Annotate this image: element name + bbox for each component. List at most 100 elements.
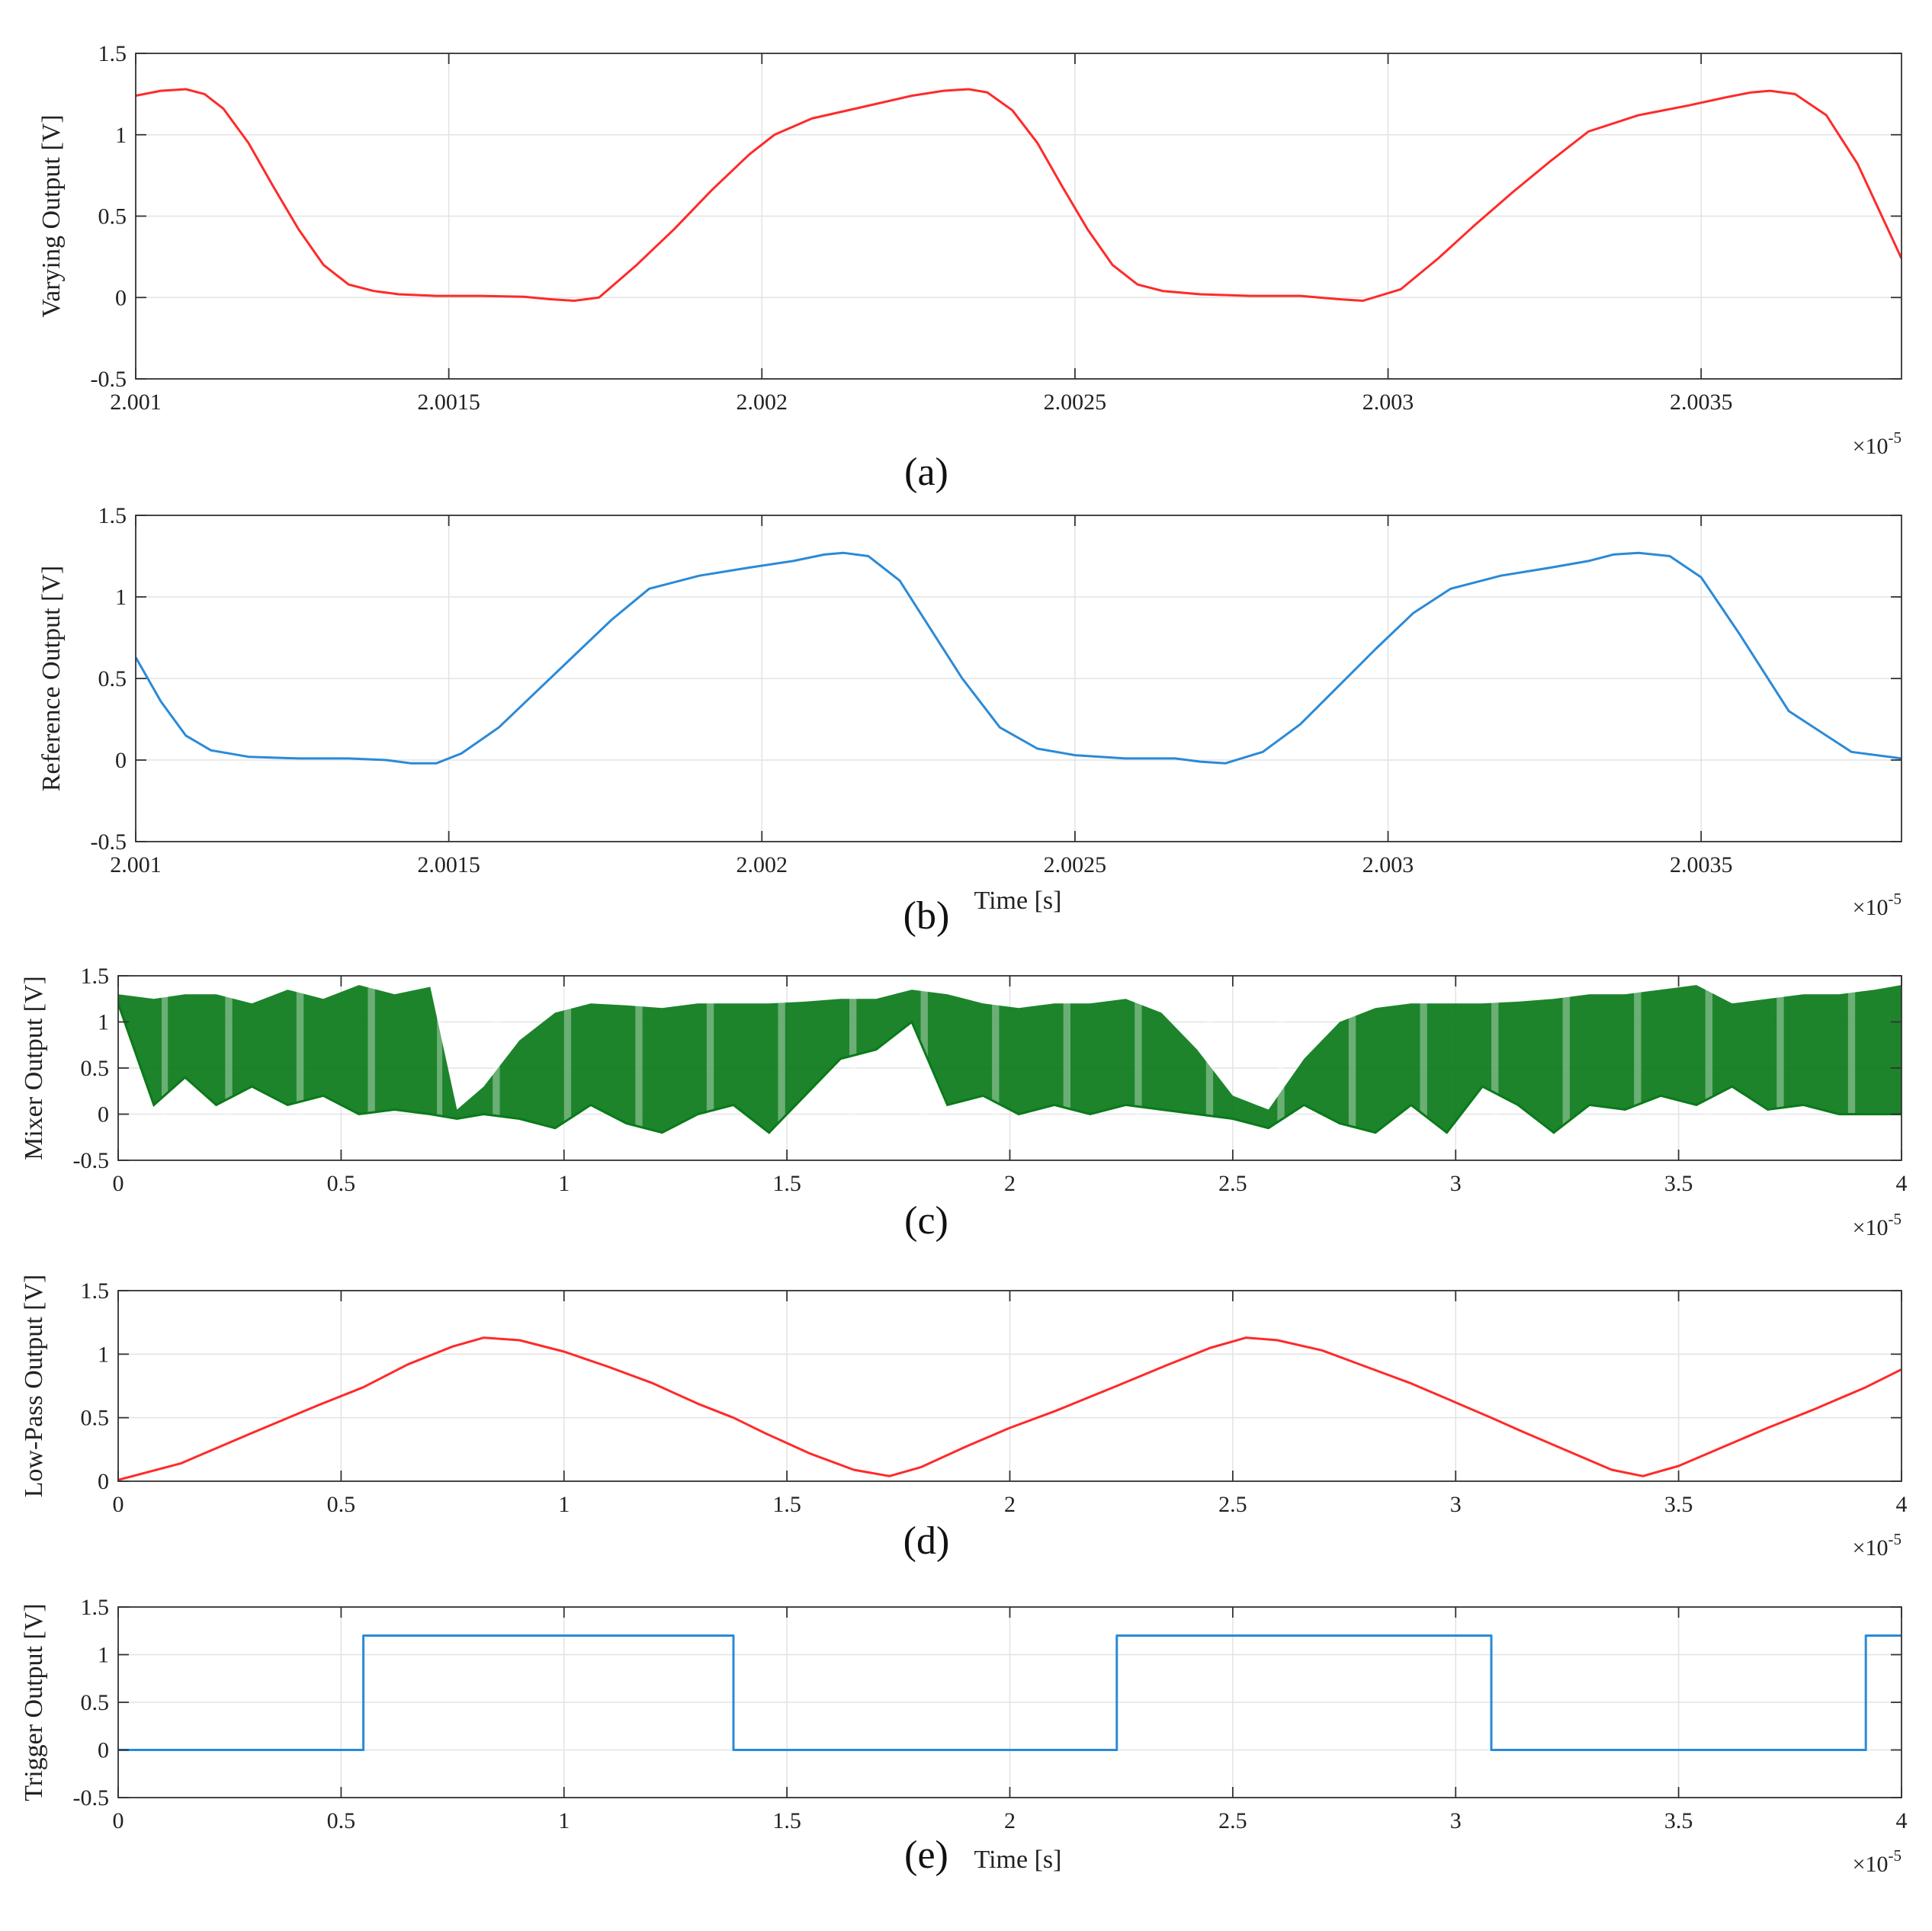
- mixer-stripe: [849, 976, 857, 1160]
- series-group: [118, 1634, 1902, 1751]
- x-tick-label: 1: [558, 1171, 570, 1196]
- x-tick-label: 3: [1450, 1808, 1462, 1833]
- y-axis-label: Trigger Output [V]: [20, 1603, 48, 1801]
- x-exponent-label: ×10-5: [1853, 1846, 1902, 1877]
- x-tick-label: 0.5: [327, 1808, 356, 1833]
- x-tick-label: 1: [558, 1492, 570, 1517]
- y-axis-label: Reference Output [V]: [37, 566, 66, 791]
- mixer-stripe: [1562, 976, 1570, 1160]
- x-tick-label: 1.5: [772, 1808, 801, 1833]
- panel-label: (e): [904, 1833, 948, 1877]
- mixer-stripe: [1776, 976, 1784, 1160]
- mixer-stripe: [1205, 976, 1214, 1160]
- series-group: [136, 551, 1902, 765]
- x-tick-label: 2: [1004, 1492, 1016, 1517]
- y-tick-label: 0.5: [81, 1690, 110, 1715]
- mixer-lower-edge: [118, 1002, 1902, 1134]
- mixer-stripe: [1705, 976, 1713, 1160]
- y-tick-label: 1.5: [98, 503, 127, 528]
- mixer-stripe: [778, 976, 785, 1160]
- y-tick-label: -0.5: [73, 1785, 110, 1811]
- x-tick-label: 2.0035: [1670, 390, 1733, 415]
- series-group: [118, 1336, 1902, 1481]
- panel-label: (b): [903, 894, 950, 938]
- y-tick-label: -0.5: [91, 367, 127, 392]
- mixer-stripe: [1634, 976, 1642, 1160]
- mixer-stripe: [437, 976, 443, 1160]
- x-tick-label: 2.001: [110, 852, 162, 877]
- x-exponent-base: ×10: [1853, 1535, 1889, 1561]
- series-group: [118, 976, 1902, 1160]
- mixer-stripe: [563, 976, 572, 1160]
- y-tick-label: 1: [115, 123, 127, 148]
- panel-label: (a): [904, 451, 948, 494]
- x-tick-label: 2.5: [1218, 1808, 1247, 1833]
- x-exponent-power: -5: [1889, 1210, 1902, 1228]
- panel-label: (c): [904, 1199, 948, 1243]
- x-exponent-label: ×10-5: [1853, 890, 1902, 920]
- x-tick-label: 1: [558, 1808, 570, 1833]
- x-exponent-base: ×10: [1853, 895, 1889, 920]
- mixer-stripe: [162, 976, 168, 1160]
- mixer-stripe: [1277, 976, 1285, 1160]
- panel-label: (d): [903, 1519, 950, 1563]
- x-tick-label: 2.001: [110, 390, 162, 415]
- mixer-stripe: [920, 976, 928, 1160]
- series-group: [136, 88, 1902, 302]
- y-tick-label: 1: [115, 585, 127, 610]
- x-tick-label: 2.0025: [1044, 852, 1107, 877]
- x-exponent-power: -5: [1889, 890, 1902, 908]
- series-line-a: [136, 88, 1902, 302]
- y-tick-label: 0: [115, 748, 127, 773]
- x-tick-label: 2.002: [737, 852, 788, 877]
- mixer-stripe: [367, 976, 375, 1160]
- chart-panel-b: 2.001 2.0015 2.002 2.0025 2.003 2.0035 -0.5 0 0.…: [37, 503, 1902, 938]
- x-tick-label: 3.5: [1664, 1808, 1693, 1833]
- y-tick-label: 0.5: [81, 1406, 110, 1431]
- x-tick-label: 0.5: [327, 1171, 356, 1196]
- y-tick-label: -0.5: [73, 1148, 110, 1173]
- x-tick-label: 2.003: [1362, 390, 1414, 415]
- mixer-stripe: [296, 976, 304, 1160]
- mixer-stripe: [1420, 976, 1427, 1160]
- y-tick-label: 0: [115, 285, 127, 310]
- x-tick-label: 2: [1004, 1808, 1016, 1833]
- mixer-stripe: [1063, 976, 1071, 1160]
- y-tick-label: 1: [98, 1010, 109, 1035]
- x-exponent-label: ×10-5: [1853, 428, 1902, 459]
- mixer-stripe: [1348, 976, 1356, 1160]
- y-tick-label: 1.5: [98, 41, 127, 66]
- y-tick-label: 1: [98, 1342, 109, 1367]
- x-tick-label: 2.0015: [417, 390, 480, 415]
- y-tick-label: 0: [98, 1102, 109, 1127]
- x-tick-label: 0: [113, 1808, 124, 1833]
- x-exponent-power: -5: [1889, 1530, 1902, 1548]
- y-tick-label: 1: [98, 1643, 109, 1668]
- y-tick-label: 0.5: [81, 1056, 110, 1081]
- mixer-stripe: [992, 976, 1000, 1160]
- x-tick-label: 0: [113, 1492, 124, 1517]
- x-exponent-label: ×10-5: [1853, 1210, 1902, 1240]
- x-tick-label: 3: [1450, 1171, 1462, 1196]
- x-axis-label: Time [s]: [974, 887, 1062, 915]
- x-tick-label: 3: [1450, 1492, 1462, 1517]
- mixer-stripe: [1491, 976, 1499, 1160]
- series-line-b: [136, 551, 1902, 765]
- y-tick-label: -0.5: [91, 829, 127, 855]
- x-tick-label: 3.5: [1664, 1492, 1693, 1517]
- y-tick-label: 0: [98, 1738, 109, 1763]
- x-tick-label: 2.003: [1362, 852, 1414, 877]
- x-axis-label: Time [s]: [974, 1846, 1062, 1874]
- x-tick-label: 3.5: [1664, 1171, 1693, 1196]
- x-tick-label: 4: [1896, 1171, 1908, 1196]
- x-tick-label: 2.0035: [1670, 852, 1733, 877]
- x-exponent-label: ×10-5: [1853, 1530, 1902, 1561]
- y-tick-label: 1.5: [81, 964, 110, 989]
- x-exponent-power: -5: [1889, 428, 1902, 447]
- x-tick-label: 2: [1004, 1171, 1016, 1196]
- x-tick-label: 0: [113, 1171, 124, 1196]
- x-tick-label: 1.5: [772, 1492, 801, 1517]
